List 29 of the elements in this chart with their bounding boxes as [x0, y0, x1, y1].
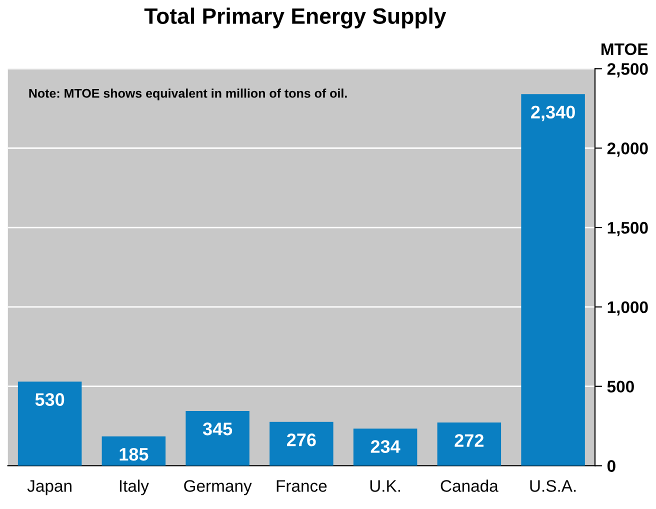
data-label: 2,340	[531, 106, 575, 122]
x-tick-label: U.K.	[370, 480, 400, 492]
y-tick-label: 2,000	[607, 142, 648, 157]
bar	[186, 410, 250, 466]
y-tick-label: 2,500	[607, 63, 648, 78]
x-tick-label: Italy	[120, 480, 149, 496]
x-tick-label: France	[276, 480, 327, 492]
x-tick-label: Canada	[440, 480, 498, 492]
x-tick-label: U.S.A.	[530, 480, 576, 492]
bar	[270, 422, 334, 466]
y-tick-label: 1,000	[608, 301, 648, 316]
bar	[18, 382, 82, 466]
bar	[521, 94, 585, 466]
y-tick-label: 500	[607, 380, 634, 393]
annotation: Note: MTOE shows equivalent in million of tons of oil.	[29, 88, 347, 100]
chart-title: Total Primary Energy Supply	[144, 8, 446, 28]
x-tick-label: Japan	[27, 480, 72, 496]
bar	[353, 428, 418, 466]
x-tick-label: Germany	[184, 480, 252, 496]
data-label: 345	[202, 422, 232, 436]
data-label: 276	[286, 433, 316, 446]
y-tick-label: 1,500	[608, 222, 648, 236]
data-label: 185	[120, 448, 148, 461]
bar	[437, 422, 502, 466]
y-tick-label: 0	[607, 460, 616, 472]
data-label: 272	[454, 434, 484, 447]
data-label: 234	[370, 440, 400, 453]
y-axis-title: MTOE	[602, 43, 648, 56]
data-label: 530	[35, 393, 64, 406]
